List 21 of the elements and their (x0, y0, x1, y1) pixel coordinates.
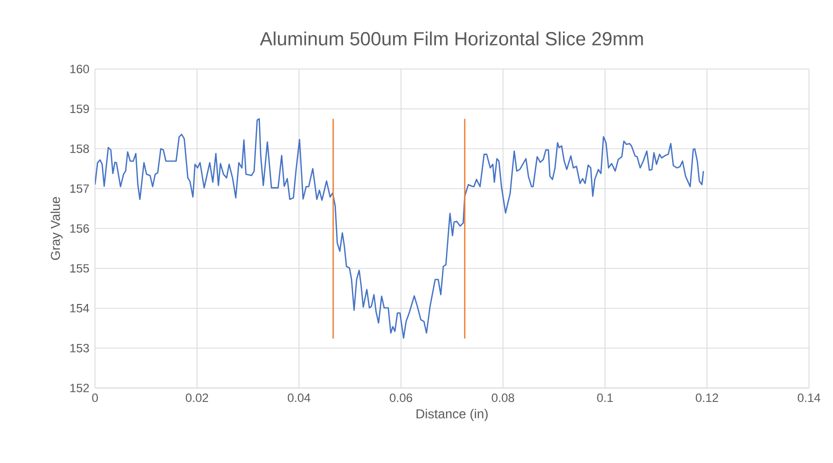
y-tick-label: 160 (70, 64, 90, 74)
x-tick-label: 0.06 (390, 394, 412, 402)
y-axis-title: Gray Value (50, 197, 63, 260)
y-tick-label: 157 (70, 184, 89, 193)
x-tick-label: 0 (92, 394, 98, 402)
y-tick-label: 156 (70, 224, 89, 233)
x-axis-title: Distance (in) (416, 408, 488, 421)
x-tick-label: 0.1 (597, 394, 613, 402)
y-tick-label: 153 (70, 344, 89, 352)
x-tick-label: 0.04 (288, 394, 310, 402)
y-tick-label: 159 (70, 104, 89, 114)
x-tick-label: 0.02 (186, 394, 208, 402)
y-tick-label: 152 (70, 384, 89, 392)
line-series (95, 118, 704, 339)
chart-title: Aluminum 500um Film Horizontal Slice 29mm (260, 32, 643, 46)
y-tick-label: 155 (70, 264, 89, 273)
y-tick-label: 158 (70, 144, 89, 153)
y-tick-label: 154 (70, 304, 90, 312)
x-tick-label: 0.08 (492, 394, 514, 402)
x-tick-label: 0.14 (798, 394, 820, 402)
x-tick-label: 0.12 (696, 394, 718, 402)
